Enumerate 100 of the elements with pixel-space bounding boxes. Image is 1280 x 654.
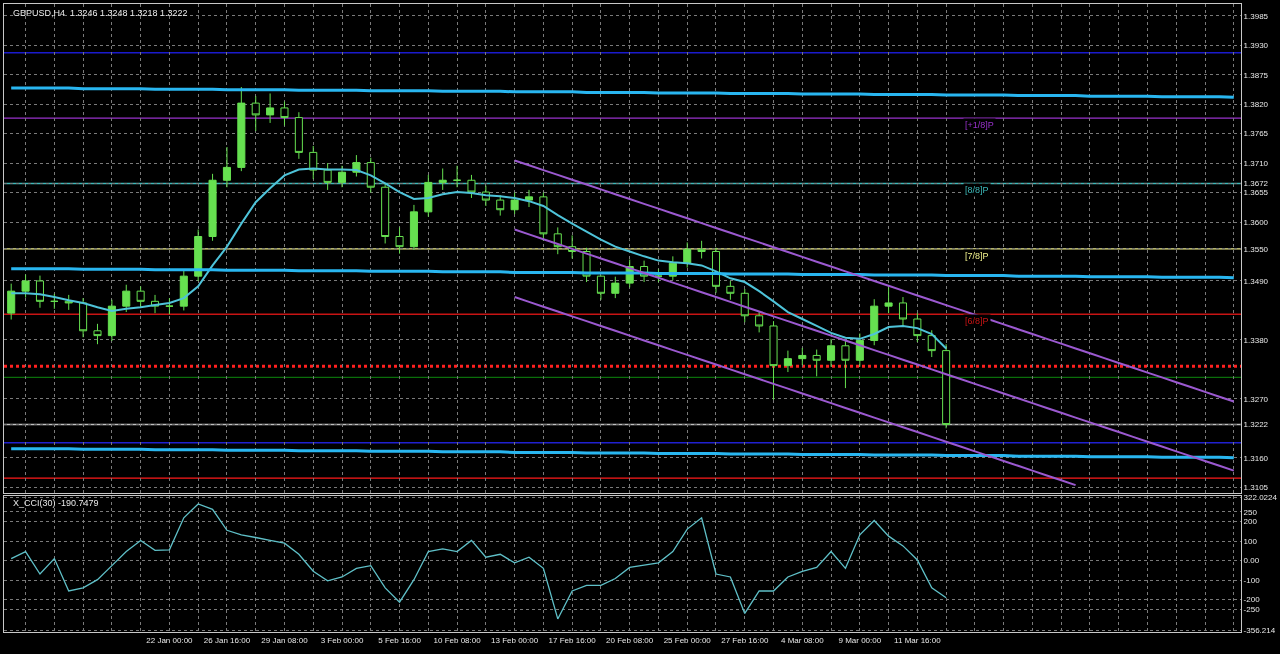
y-tick-label: 1.3600 bbox=[1243, 217, 1269, 227]
y-tick-label: -200 bbox=[1243, 595, 1261, 605]
y-tick-label: 100 bbox=[1243, 536, 1258, 546]
candlestick bbox=[222, 146, 231, 188]
x-tick-label: 26 Jan 16:00 bbox=[203, 635, 251, 645]
y-tick-label: 1.3875 bbox=[1243, 70, 1269, 80]
candlestick bbox=[122, 284, 131, 313]
candlestick bbox=[381, 182, 390, 244]
x-tick-label: 20 Feb 08:00 bbox=[606, 635, 654, 645]
candlestick bbox=[35, 275, 44, 309]
candlestick bbox=[280, 101, 289, 127]
y-tick-label: 1.3160 bbox=[1243, 453, 1269, 463]
candlestick bbox=[798, 347, 807, 366]
x-tick-label: 29 Jan 08:00 bbox=[261, 635, 309, 645]
x-tick-label: 5 Feb 16:00 bbox=[378, 635, 422, 645]
candlestick bbox=[697, 240, 706, 259]
candlestick bbox=[611, 276, 620, 299]
candlestick bbox=[79, 297, 88, 338]
candlestick bbox=[898, 296, 908, 328]
ref-line-label: [+1/8]P bbox=[965, 120, 994, 130]
candlestick bbox=[366, 157, 375, 194]
candlestick bbox=[337, 165, 347, 188]
candlestick bbox=[309, 145, 318, 180]
x-tick-label: 4 Mar 08:00 bbox=[780, 635, 825, 645]
x-tick-label: 10 Feb 08:00 bbox=[433, 635, 482, 645]
line-series bbox=[10, 167, 948, 350]
candlestick bbox=[524, 189, 534, 208]
x-tick-label: 22 Jan 00:00 bbox=[146, 635, 194, 645]
candlestick bbox=[424, 174, 433, 218]
candlestick bbox=[179, 268, 188, 311]
y-tick-label: 1.3222 bbox=[1243, 420, 1269, 430]
line-series bbox=[513, 159, 1235, 403]
candlestick bbox=[21, 274, 30, 299]
x-tick-label: 25 Feb 00:00 bbox=[663, 635, 712, 645]
candlestick bbox=[453, 165, 462, 188]
line-series bbox=[513, 296, 1077, 487]
candlestick bbox=[266, 92, 275, 124]
line-series bbox=[9, 447, 1236, 460]
y-tick-label: 1.3710 bbox=[1243, 158, 1269, 168]
chart-title: GBPUSD,H4 1.3246 1.3248 1.3218 1.3222 bbox=[13, 8, 188, 18]
y-tick-label: 1.3655 bbox=[1243, 188, 1269, 198]
chart-title: X_CCI(30) -190.7479 bbox=[13, 498, 99, 508]
y-tick-label: -100 bbox=[1243, 575, 1261, 585]
candlestick bbox=[510, 192, 519, 215]
line-series bbox=[9, 267, 1236, 280]
y-tick-label: 1.3490 bbox=[1243, 276, 1269, 286]
candlestick bbox=[927, 329, 936, 358]
y-tick-label: 200 bbox=[1243, 517, 1258, 527]
y-tick-label: 1.3550 bbox=[1243, 244, 1269, 254]
y-tick-label: 1.3930 bbox=[1243, 41, 1269, 51]
candlestick bbox=[870, 298, 879, 346]
y-tick-label: 1.3985 bbox=[1243, 11, 1269, 21]
candlestick bbox=[539, 192, 548, 242]
candlestick bbox=[812, 349, 821, 377]
candlestick bbox=[496, 194, 505, 217]
candlestick bbox=[884, 286, 893, 314]
candlestick bbox=[942, 343, 951, 429]
line-series bbox=[513, 228, 1235, 472]
y-tick-label: 1.3105 bbox=[1243, 483, 1269, 493]
candlestick bbox=[755, 311, 764, 333]
y-tick-label: 0.00 bbox=[1243, 556, 1260, 566]
x-tick-label: 9 Mar 00:00 bbox=[838, 635, 882, 645]
candlestick bbox=[194, 229, 203, 282]
candlestick bbox=[237, 86, 246, 172]
candlestick bbox=[395, 226, 404, 255]
x-tick-label: 13 Feb 00:00 bbox=[491, 635, 539, 645]
y-tick-label: 1.3672 bbox=[1243, 179, 1269, 189]
y-tick-label: 1.3820 bbox=[1243, 99, 1269, 109]
x-tick-label: 11 Mar 16:00 bbox=[894, 635, 942, 645]
candlestick bbox=[294, 111, 303, 160]
candlestick bbox=[726, 280, 735, 301]
y-tick-label: 250 bbox=[1243, 507, 1258, 517]
y-tick-label: 1.3270 bbox=[1243, 394, 1269, 404]
candlestick bbox=[107, 299, 116, 342]
ref-line-label: [6/8]P bbox=[965, 316, 989, 326]
ref-line-label: [8/8]P bbox=[965, 185, 989, 195]
x-tick-label: 27 Feb 16:00 bbox=[721, 635, 769, 645]
candlestick bbox=[64, 294, 73, 311]
candlestick bbox=[50, 293, 59, 310]
candlestick bbox=[596, 275, 605, 301]
candlestick bbox=[740, 288, 749, 323]
y-tick-label: 1.3765 bbox=[1243, 129, 1269, 139]
candlestick bbox=[251, 95, 260, 132]
candlestick bbox=[323, 162, 332, 191]
candlestick bbox=[409, 204, 418, 251]
candlestick bbox=[769, 320, 778, 401]
candlestick bbox=[683, 241, 692, 269]
candlestick bbox=[827, 338, 836, 368]
y-tick-label: 322.0224 bbox=[1243, 493, 1278, 503]
y-tick-label: 1.3380 bbox=[1243, 335, 1269, 345]
candlestick bbox=[438, 167, 447, 191]
candlestick bbox=[467, 174, 476, 199]
x-tick-label: 3 Feb 00:00 bbox=[320, 635, 364, 645]
candlestick bbox=[136, 285, 145, 309]
candlestick bbox=[841, 340, 850, 389]
candlestick bbox=[93, 323, 102, 345]
y-tick-label: -356.214 bbox=[1243, 625, 1276, 635]
candlestick bbox=[855, 332, 864, 368]
x-tick-label: 17 Feb 16:00 bbox=[548, 635, 597, 645]
line-series bbox=[9, 86, 1236, 99]
